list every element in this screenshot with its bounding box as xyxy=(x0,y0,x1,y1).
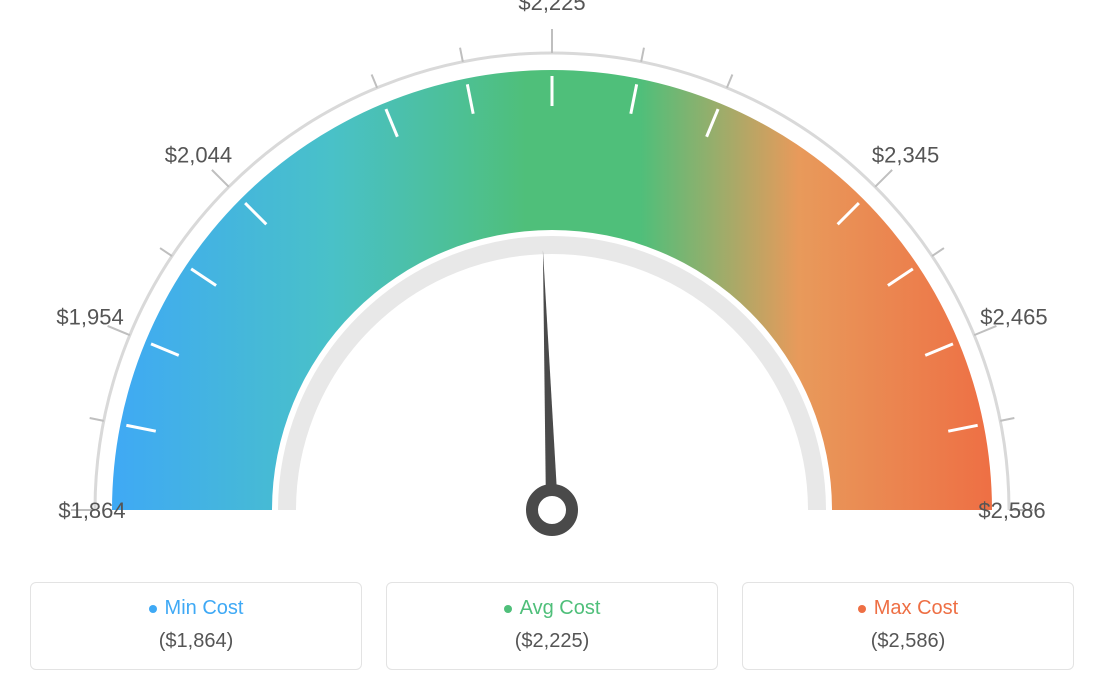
gauge-tick-label: $1,864 xyxy=(58,498,125,523)
gauge-tick-label: $2,345 xyxy=(872,142,939,167)
legend-row: Min Cost ($1,864) Avg Cost ($2,225) Max … xyxy=(30,582,1074,670)
cost-gauge-container: $1,864 $1,954 $2,044 $2,225 $2,345 $2,465 $2,5… xyxy=(0,0,1104,690)
legend-card-max: Max Cost ($2,586) xyxy=(742,582,1074,670)
gauge-tick-label: $2,225 xyxy=(518,0,585,15)
legend-title-text: Min Cost xyxy=(165,597,244,620)
gauge-tick-label: $1,954 xyxy=(56,305,123,330)
gauge-tick-label: $2,044 xyxy=(165,142,232,167)
legend-card-min: Min Cost ($1,864) xyxy=(30,582,362,670)
legend-value-avg: ($2,225) xyxy=(397,630,707,653)
legend-title-avg: Avg Cost xyxy=(504,597,601,620)
dot-icon xyxy=(149,605,157,613)
legend-title-max: Max Cost xyxy=(858,597,958,620)
gauge-tick-label: $2,465 xyxy=(980,305,1047,330)
dot-icon xyxy=(858,605,866,613)
legend-title-text: Max Cost xyxy=(874,597,958,620)
dot-icon xyxy=(504,605,512,613)
gauge-chart: $1,864 $1,954 $2,044 $2,225 $2,345 $2,465 $2,5… xyxy=(0,0,1104,560)
legend-title-min: Min Cost xyxy=(149,597,244,620)
gauge-tick-label: $2,586 xyxy=(978,498,1045,523)
legend-card-avg: Avg Cost ($2,225) xyxy=(386,582,718,670)
legend-value-max: ($2,586) xyxy=(753,630,1063,653)
legend-value-min: ($1,864) xyxy=(41,630,351,653)
legend-title-text: Avg Cost xyxy=(520,597,601,620)
